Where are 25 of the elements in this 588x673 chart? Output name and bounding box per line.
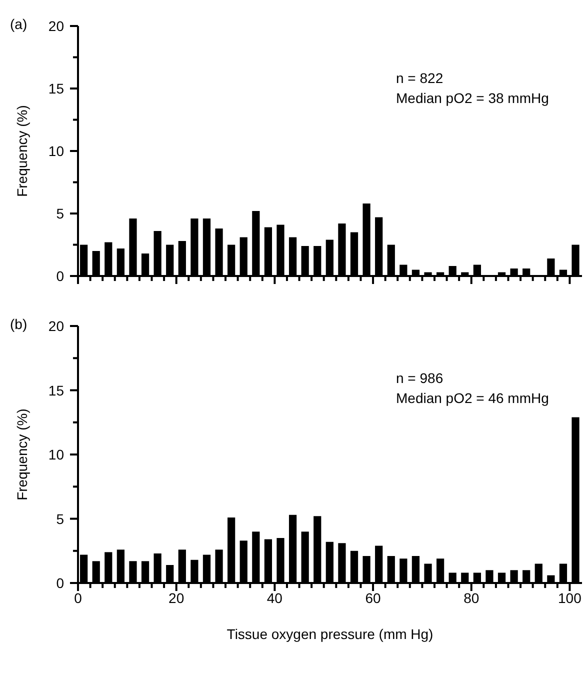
x-tick-label: 60 (365, 590, 382, 606)
y-tick-label: 15 (48, 80, 64, 96)
annotation: Median pO2 = 46 mmHg (396, 389, 549, 408)
x-tick-label: 0 (74, 590, 82, 606)
chart-title: (a) (10, 16, 28, 32)
x-tick-label: 80 (464, 590, 480, 606)
x-tick-label: 20 (168, 590, 184, 606)
y-tick-label: 10 (48, 143, 64, 159)
y-axis-title: Frequency (%) (14, 105, 30, 197)
y-tick-label: 20 (48, 318, 64, 334)
y-tick-label: 5 (56, 206, 64, 222)
y-tick-label: 0 (56, 268, 64, 284)
x-tick-label: 40 (266, 590, 283, 606)
annotation: Median pO2 = 38 mmHg (396, 89, 549, 108)
annotation: n = 986 (396, 369, 444, 388)
x-tick-label: 100 (558, 590, 582, 606)
annotation: n = 822 (396, 69, 444, 88)
y-tick-label: 5 (56, 510, 64, 527)
y-tick-label: 0 (56, 575, 64, 591)
y-tick-label: 20 (48, 18, 64, 34)
x-axis-title: Tissue oxygen pressure (mm Hg) (226, 626, 434, 642)
chart-title: (b) (10, 316, 28, 332)
y-tick-label: 10 (48, 446, 64, 462)
y-tick-label: 15 (48, 382, 64, 398)
y-axis-title: Frequency (%) (14, 408, 30, 500)
